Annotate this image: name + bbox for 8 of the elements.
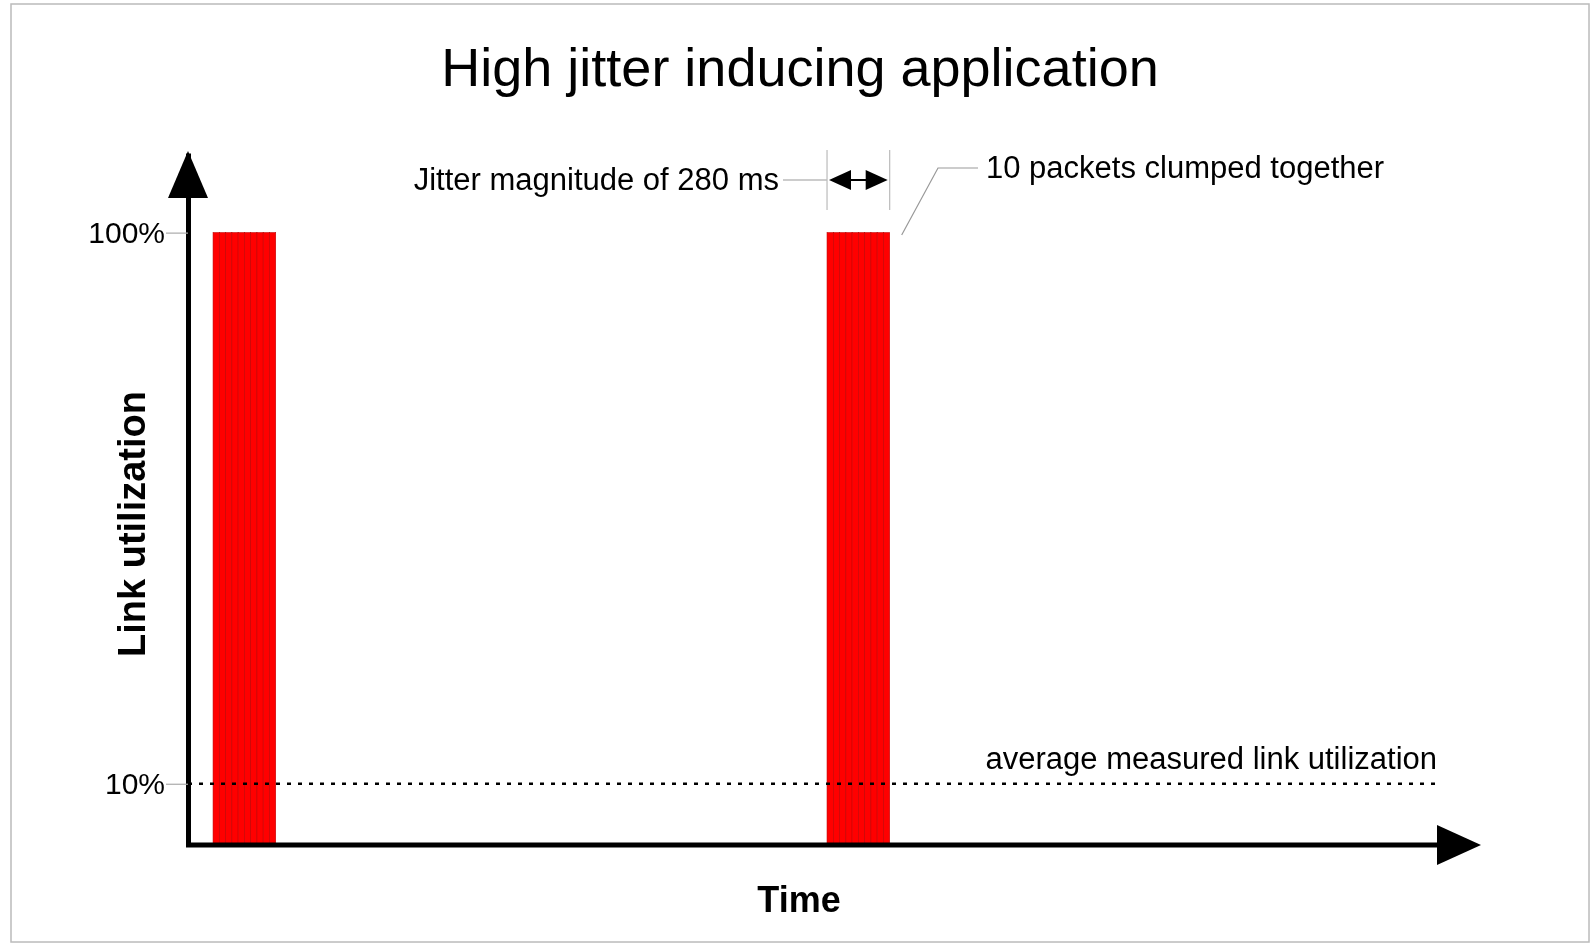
y-tick-label: 10%	[104, 766, 165, 800]
chart-title: High jitter inducing application	[441, 37, 1159, 97]
y-tick-label: 100%	[88, 215, 165, 249]
ref-line-label: average measured link utilization	[985, 740, 1437, 776]
annotation: Jitter magnitude of 280 ms	[413, 162, 779, 197]
y-axis-title: Link utilization	[111, 391, 153, 657]
annotation: 10 packets clumped together	[986, 150, 1385, 185]
x-axis-title: Time	[757, 879, 841, 920]
